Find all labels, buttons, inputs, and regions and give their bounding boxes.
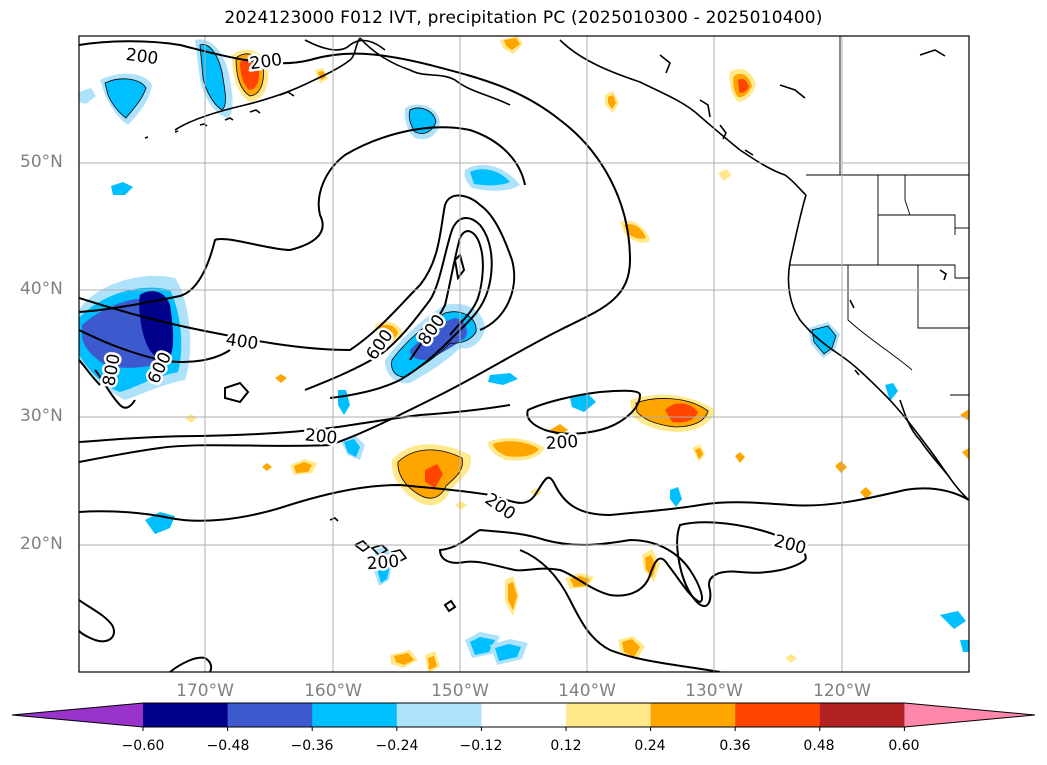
- lon-label-140w: 140°W: [558, 681, 616, 701]
- lat-label-40n: 40°N: [20, 279, 63, 299]
- colorbar-segment: [481, 703, 567, 727]
- colorbar-segment: [312, 703, 398, 727]
- colorbar-tick-label: 0.12: [550, 738, 582, 754]
- contour-label: 200: [772, 531, 809, 559]
- lon-label-120w: 120°W: [813, 681, 871, 701]
- gridlines: [79, 36, 969, 672]
- colorbar: [11, 702, 1036, 731]
- colorbar-segment: [396, 703, 482, 727]
- colorbar-tick-label: 0.36: [719, 738, 751, 754]
- map-frame: [78, 35, 970, 673]
- colorbar-segment: [566, 703, 652, 727]
- precip-outlines: [104, 44, 837, 499]
- lon-label-160w: 160°W: [304, 681, 362, 701]
- colorbar-segment: [650, 703, 736, 727]
- coastlines: [144, 37, 969, 564]
- ivt-contours: [79, 40, 969, 672]
- contour-label: 200: [249, 50, 284, 74]
- colorbar-extend-min: [12, 703, 143, 727]
- lat-label-20n: 20°N: [20, 534, 63, 554]
- colorbar-segment: [227, 703, 313, 727]
- colorbar-tick-label: −0.24: [375, 738, 419, 754]
- lat-label-30n: 30°N: [20, 406, 63, 426]
- colorbar-tick-label: −0.36: [290, 738, 334, 754]
- lon-label-130w: 130°W: [685, 681, 743, 701]
- political-borders: [790, 36, 969, 396]
- contour-label: 200: [125, 45, 160, 69]
- colorbar-tick-label: 0.48: [803, 738, 835, 754]
- colorbar-tick-label: −0.60: [121, 738, 165, 754]
- colorbar-tick-label: −0.12: [459, 738, 503, 754]
- colorbar-tick-label: 0.60: [888, 738, 920, 754]
- lon-label-150w: 150°W: [431, 681, 489, 701]
- lon-label-170w: 170°W: [176, 681, 234, 701]
- contour-label: 200: [304, 425, 338, 448]
- precip-anomaly-fill: [79, 36, 969, 672]
- colorbar-segment: [143, 703, 229, 727]
- contour-label: 200: [366, 552, 400, 575]
- contour-label: 200: [545, 432, 579, 454]
- colorbar-tick-label: 0.24: [634, 738, 666, 754]
- colorbar-extend-max: [904, 703, 1035, 727]
- map-title: 2024123000 F012 IVT, precipitation PC (2…: [224, 8, 823, 28]
- colorbar-segment: [819, 703, 905, 727]
- colorbar-segment: [735, 703, 821, 727]
- colorbar-tick-label: −0.48: [206, 738, 250, 754]
- lat-label-50n: 50°N: [20, 152, 63, 172]
